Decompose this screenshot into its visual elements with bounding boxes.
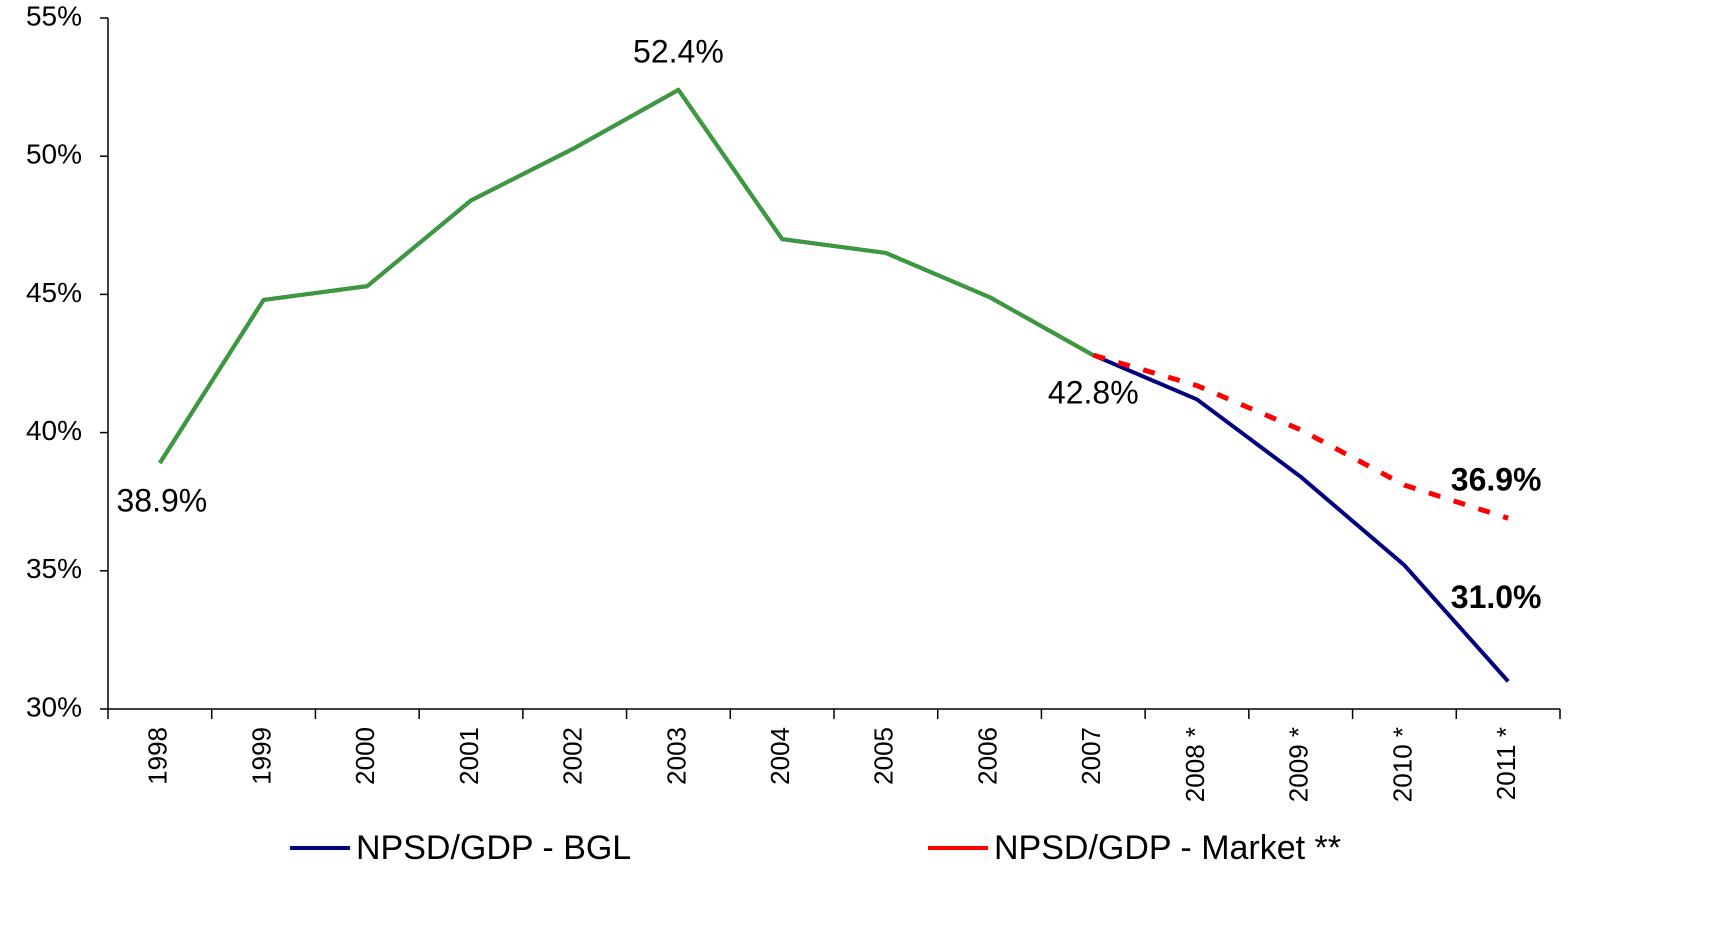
data-label: 38.9% xyxy=(116,482,207,518)
y-tick-label: 45% xyxy=(26,277,82,308)
series-line xyxy=(158,87,1095,465)
x-tick-label: 2001 xyxy=(454,727,484,785)
data-label: 42.8% xyxy=(1048,375,1139,411)
legend-label: NPSD/GDP - BGL xyxy=(356,829,631,867)
x-tick-label: 2009 * xyxy=(1284,727,1314,802)
x-tick-label: 2000 xyxy=(350,727,380,785)
x-tick-label: 2007 xyxy=(1076,727,1106,785)
x-tick-label: 2006 xyxy=(972,727,1002,785)
x-tick-label: 2004 xyxy=(765,727,795,785)
legend-label: NPSD/GDP - Market ** xyxy=(994,829,1341,867)
y-tick-label: 40% xyxy=(26,415,82,446)
x-tick-label: 2008 * xyxy=(1180,727,1210,802)
series-line xyxy=(158,87,1510,683)
x-tick-label: 2011 * xyxy=(1491,727,1521,800)
x-tick-label: 2010 * xyxy=(1387,727,1417,802)
series-line xyxy=(1092,352,1509,521)
x-tick-label: 2002 xyxy=(558,727,588,785)
data-label: 36.9% xyxy=(1451,462,1542,498)
y-tick-label: 30% xyxy=(26,691,82,722)
x-tick-label: 2003 xyxy=(661,727,691,785)
y-tick-label: 55% xyxy=(26,0,82,31)
data-label: 31.0% xyxy=(1451,579,1542,615)
y-tick-label: 50% xyxy=(26,139,82,170)
x-tick-label: 1998 xyxy=(143,727,173,785)
x-tick-label: 1999 xyxy=(246,727,276,785)
data-label: 52.4% xyxy=(633,33,724,69)
x-tick-label: 2005 xyxy=(869,727,899,785)
y-tick-label: 35% xyxy=(26,553,82,584)
